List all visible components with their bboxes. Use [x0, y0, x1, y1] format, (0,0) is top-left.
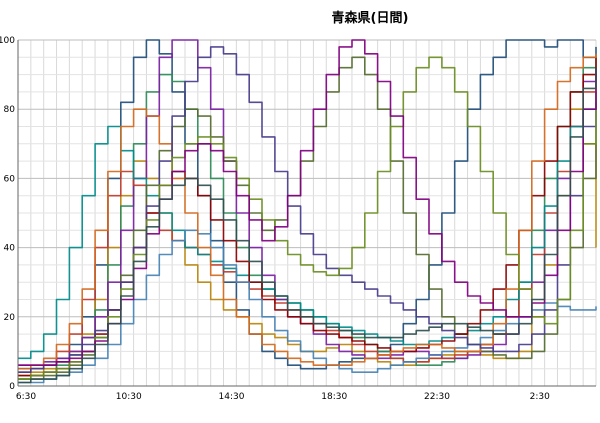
y-tick-label: 0: [9, 382, 15, 392]
x-tick-label: 18:30: [321, 392, 347, 402]
series-line-9: [18, 229, 597, 384]
series-line-11: [18, 46, 597, 373]
series-line-14: [18, 67, 597, 384]
y-tick-label: 80: [4, 105, 16, 115]
x-tick-label: 2:30: [530, 392, 550, 402]
y-tick-label: 100: [0, 36, 15, 46]
y-tick-label: 40: [4, 244, 16, 254]
x-tick-label: 10:30: [116, 392, 142, 402]
chart-title: 青森県(日間): [332, 10, 409, 26]
x-tick-label: 22:30: [424, 392, 450, 402]
series-line-10: [18, 53, 597, 370]
series-group: [18, 39, 597, 384]
axes: 0 20 40 60 80 100 6:30 10:30 14:30 18:30 22:30 2:30: [0, 36, 596, 402]
y-tick-label: 60: [4, 174, 16, 184]
y-tick-label: 20: [4, 313, 16, 323]
x-tick-label: 14:30: [219, 392, 245, 402]
x-tick-label: 6:30: [16, 392, 36, 402]
series-line-13: [18, 39, 597, 366]
